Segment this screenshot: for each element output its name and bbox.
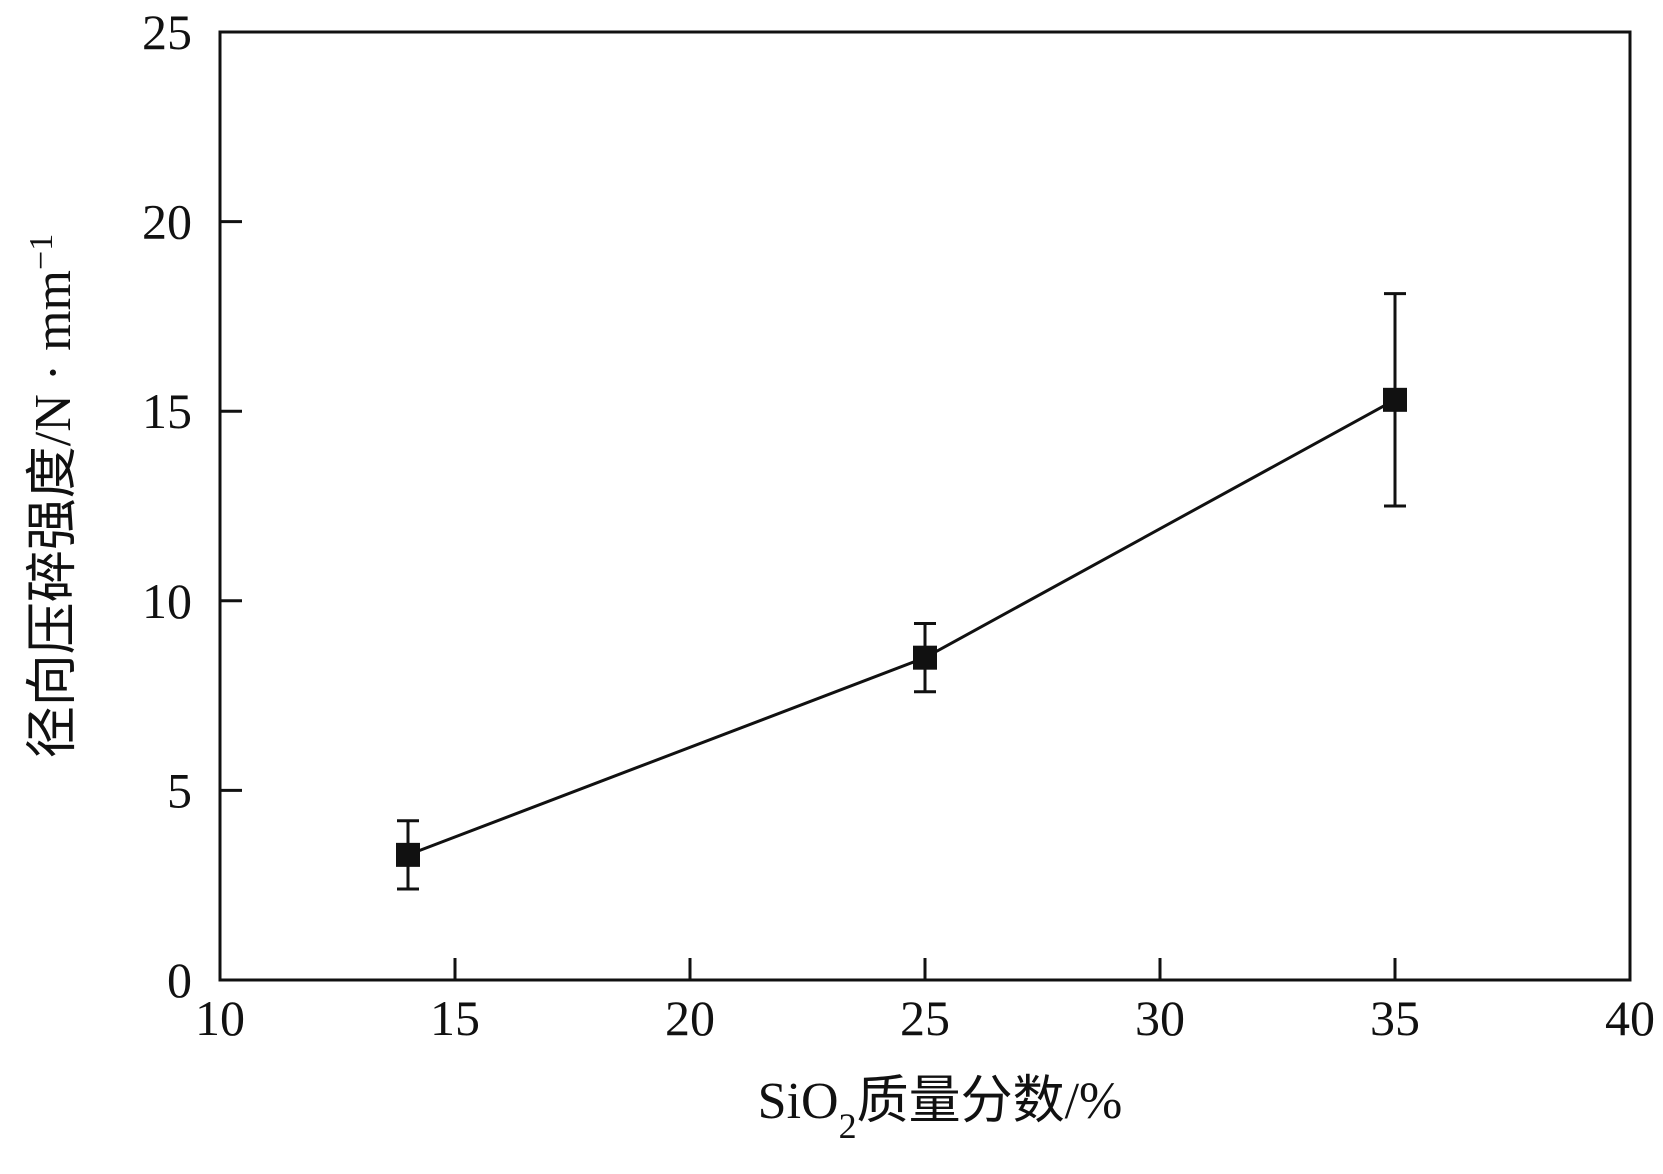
data-series bbox=[396, 292, 1407, 891]
x-axis-title-suffix: 质量分数/% bbox=[857, 1073, 1123, 1130]
x-tick-label-35: 35 bbox=[1370, 990, 1420, 1046]
data-point-35 bbox=[1383, 387, 1407, 412]
x-tick-label-25: 25 bbox=[900, 990, 950, 1046]
y-axis-title-base: 径向压碎强度/N · mm bbox=[25, 270, 82, 758]
data-point-14 bbox=[396, 842, 420, 867]
y-tick-label-10: 10 bbox=[142, 573, 192, 629]
x-axis-title: SiO2质量分数/% bbox=[758, 1073, 1123, 1146]
y-tick-label-0: 0 bbox=[167, 952, 192, 1008]
axis-ticks bbox=[220, 220, 1397, 980]
y-tick-label-15: 15 bbox=[142, 383, 192, 439]
y-axis-title-superscript: −1 bbox=[23, 234, 60, 270]
x-tick-label-15: 15 bbox=[430, 990, 480, 1046]
x-tick-label-10: 10 bbox=[195, 990, 245, 1046]
data-point-25 bbox=[913, 645, 937, 670]
x-tick-label-40: 40 bbox=[1605, 990, 1655, 1046]
x-tick-label-20: 20 bbox=[665, 990, 715, 1046]
plot-frame bbox=[218, 30, 1632, 982]
plot-border bbox=[218, 30, 1632, 982]
x-axis-title-prefix: SiO bbox=[758, 1073, 839, 1130]
y-tick-label-25: 25 bbox=[142, 4, 192, 60]
series-line bbox=[407, 398, 1396, 857]
y-axis-title: 径向压碎强度/N · mm−1 bbox=[23, 234, 83, 758]
y-tick-label-20: 20 bbox=[142, 194, 192, 250]
x-axis-title-subscript: 2 bbox=[839, 1106, 857, 1146]
axis-tick-labels: 10 15 20 25 30 35 40 0 5 10 15 20 25 bbox=[142, 4, 1655, 1046]
x-tick-label-30: 30 bbox=[1135, 990, 1185, 1046]
y-tick-label-5: 5 bbox=[167, 762, 192, 818]
